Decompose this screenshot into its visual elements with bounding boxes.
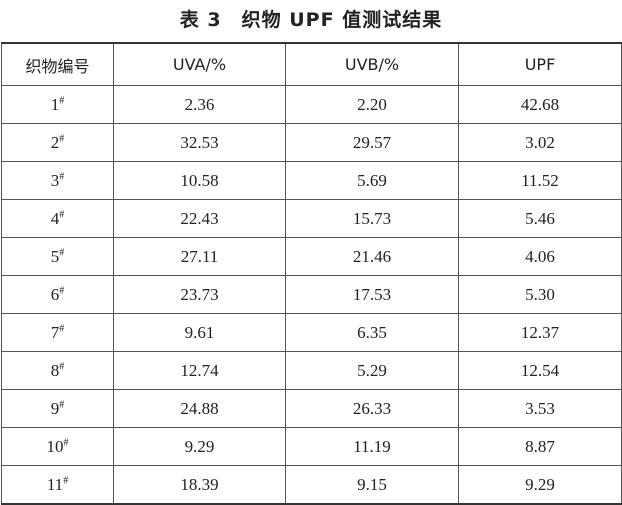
table-row: 2# 32.53 29.57 3.02 [1, 123, 622, 162]
value-cell: 5.30 [458, 275, 622, 314]
value-cell: 32.53 [113, 123, 286, 162]
table-body: 1# 2.36 2.20 42.68 2# 32.53 29.57 3.02 3# 10.58 5.… [1, 85, 622, 505]
sample-mark: # [59, 398, 65, 410]
table-row: 6# 23.73 17.53 5.30 [1, 275, 622, 314]
value-cell: 24.88 [113, 389, 286, 428]
value-cell: 4.06 [458, 237, 622, 276]
value-cell: 22.43 [113, 199, 286, 238]
sample-mark: # [63, 474, 69, 486]
column-header: 织物编号 [1, 42, 114, 86]
table-row: 4# 22.43 15.73 5.46 [1, 199, 622, 238]
sample-id: 9 [50, 398, 60, 418]
sample-mark: # [59, 208, 65, 220]
value-cell: 9.61 [113, 313, 286, 352]
sample-id-cell: 7# [1, 313, 114, 352]
sample-mark: # [59, 322, 65, 334]
value-cell: 5.29 [285, 351, 459, 390]
value-cell: 11.52 [458, 161, 622, 200]
table-head: 织物编号 UVA/% UVB/% UPF [1, 42, 622, 86]
sample-id: 10 [46, 436, 64, 456]
value-cell: 12.37 [458, 313, 622, 352]
sample-id: 1 [50, 94, 60, 114]
value-cell: 11.19 [285, 427, 459, 466]
sample-id-cell: 5# [1, 237, 114, 276]
value-cell: 27.11 [113, 237, 286, 276]
value-cell: 42.68 [458, 85, 622, 124]
value-cell: 23.73 [113, 275, 286, 314]
value-cell: 10.58 [113, 161, 286, 200]
table-row: 5# 27.11 21.46 4.06 [1, 237, 622, 276]
sample-id-cell: 8# [1, 351, 114, 390]
table-row: 3# 10.58 5.69 11.52 [1, 161, 622, 200]
value-cell: 3.53 [458, 389, 622, 428]
header-row: 织物编号 UVA/% UVB/% UPF [1, 42, 622, 86]
table-row: 8# 12.74 5.29 12.54 [1, 351, 622, 390]
sample-id: 5 [50, 246, 60, 266]
value-cell: 8.87 [458, 427, 622, 466]
value-cell: 9.15 [285, 465, 459, 505]
data-table: 织物编号 UVA/% UVB/% UPF 1# 2.36 2.20 42.68 2# 32.53… [1, 42, 622, 505]
value-cell: 15.73 [285, 199, 459, 238]
sample-id-cell: 1# [1, 85, 114, 124]
column-header: UPF [458, 42, 622, 86]
table-row: 7# 9.61 6.35 12.37 [1, 313, 622, 352]
sample-id-cell: 3# [1, 161, 114, 200]
sample-id-cell: 6# [1, 275, 114, 314]
value-cell: 9.29 [458, 465, 622, 505]
value-cell: 6.35 [285, 313, 459, 352]
sample-id: 7 [50, 322, 60, 342]
sample-id-cell: 11# [1, 465, 114, 505]
value-cell: 21.46 [285, 237, 459, 276]
sample-mark: # [59, 170, 65, 182]
sample-mark: # [59, 284, 65, 296]
sample-id: 4 [50, 208, 60, 228]
value-cell: 18.39 [113, 465, 286, 505]
value-cell: 9.29 [113, 427, 286, 466]
sample-id: 3 [50, 170, 60, 190]
sample-mark: # [59, 246, 65, 258]
value-cell: 29.57 [285, 123, 459, 162]
value-cell: 2.20 [285, 85, 459, 124]
sample-mark: # [59, 132, 65, 144]
column-header: UVB/% [285, 42, 459, 86]
value-cell: 3.02 [458, 123, 622, 162]
sample-mark: # [59, 94, 65, 106]
value-cell: 5.69 [285, 161, 459, 200]
sample-id: 8 [50, 360, 60, 380]
sample-id: 2 [50, 132, 60, 152]
sample-id-cell: 10# [1, 427, 114, 466]
value-cell: 12.54 [458, 351, 622, 390]
table-row: 10# 9.29 11.19 8.87 [1, 427, 622, 466]
table-row: 1# 2.36 2.20 42.68 [1, 85, 622, 124]
sample-mark: # [59, 360, 65, 372]
sample-id: 6 [50, 284, 60, 304]
table-row: 11# 18.39 9.15 9.29 [1, 465, 622, 505]
value-cell: 26.33 [285, 389, 459, 428]
value-cell: 5.46 [458, 199, 622, 238]
value-cell: 12.74 [113, 351, 286, 390]
sample-id-cell: 4# [1, 199, 114, 238]
column-header: UVA/% [113, 42, 286, 86]
sample-mark: # [63, 436, 69, 448]
sample-id: 11 [46, 474, 64, 494]
table-row: 9# 24.88 26.33 3.53 [1, 389, 622, 428]
table-title: 表 3 织物 UPF 值测试结果 [179, 9, 443, 31]
sample-id-cell: 9# [1, 389, 114, 428]
sample-id-cell: 2# [1, 123, 114, 162]
value-cell: 2.36 [113, 85, 286, 124]
value-cell: 17.53 [285, 275, 459, 314]
